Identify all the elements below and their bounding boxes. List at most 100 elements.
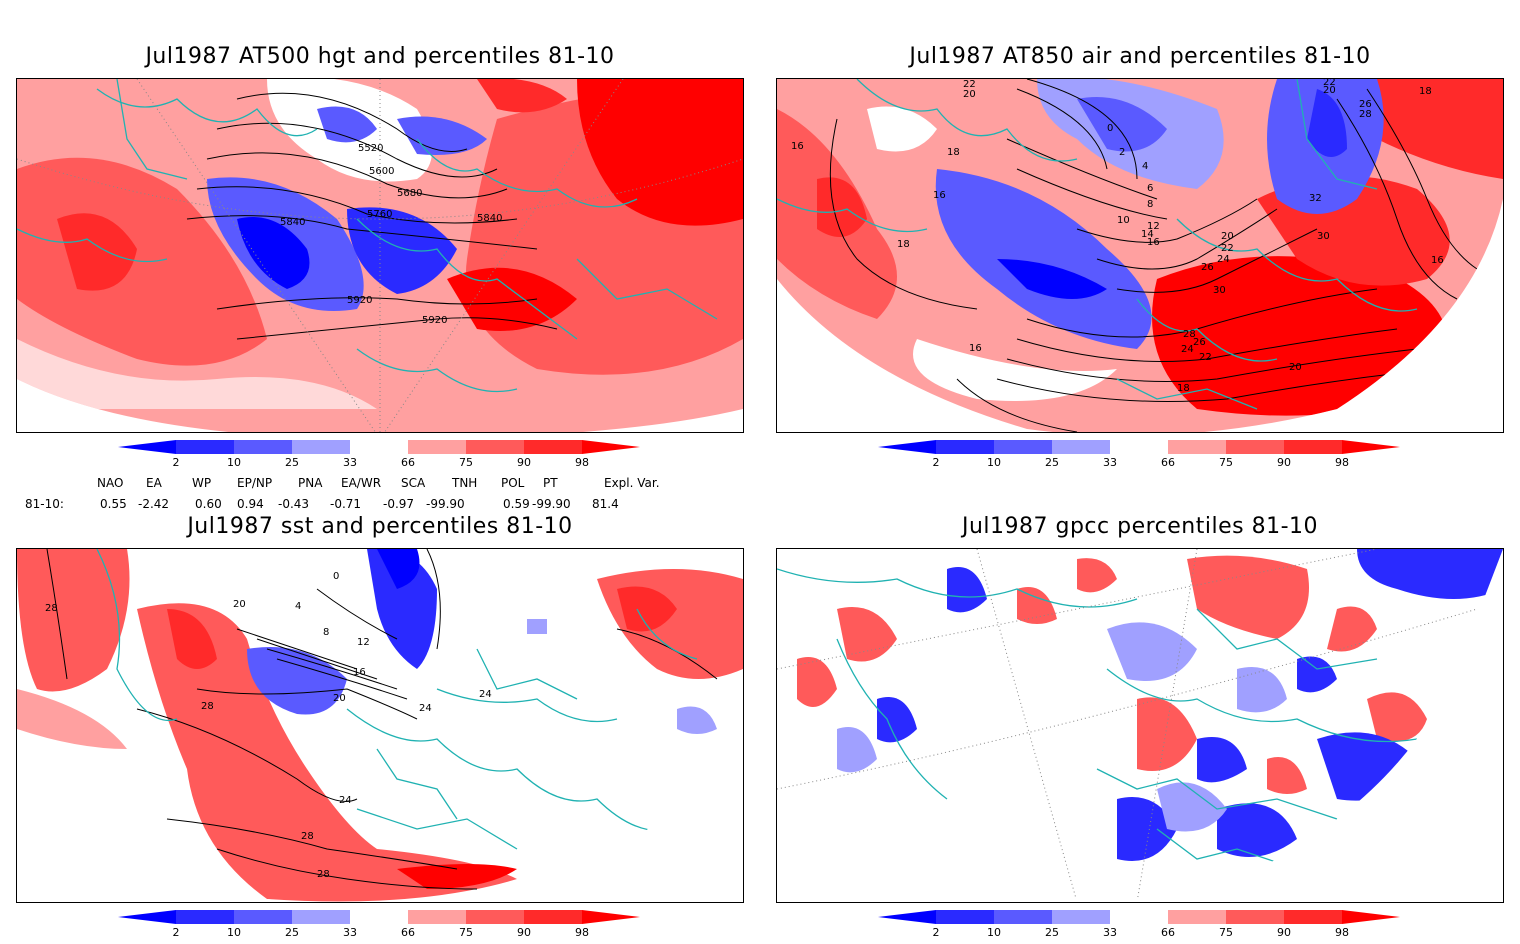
index-value: -0.71 [330, 497, 362, 511]
contour-label: 12 [357, 637, 370, 648]
contour-label: 16 [969, 343, 982, 354]
contour-label: 20 [1323, 85, 1336, 96]
contour-label: 16 [933, 190, 946, 201]
index-value: 0.94 [237, 497, 264, 511]
contour-label: 24 [479, 689, 492, 700]
contour-label: 24 [419, 703, 432, 714]
colorbar-tick-label: 90 [1277, 456, 1291, 469]
colorbar-bin [1226, 440, 1284, 454]
colorbar-tick-label: 75 [459, 456, 473, 469]
contour-label: 24 [1217, 254, 1230, 265]
index-value: -0.43 [278, 497, 310, 511]
panel-title-1: Jul1987 AT500 hgt and percentiles 81-10 [145, 44, 615, 69]
colorbar-tick-label: 25 [285, 456, 299, 469]
colorbar-tick-label: 33 [1103, 456, 1117, 469]
colorbar-bin [408, 440, 466, 454]
colorbar-tick-label: 90 [517, 926, 531, 939]
contour-label: 0 [333, 571, 339, 582]
colorbar-bin [936, 910, 994, 924]
colorbar-tick-label: 10 [987, 926, 1001, 939]
colorbar-bin [292, 910, 350, 924]
contour-label: 28 [1183, 329, 1196, 340]
colorbar-tick-label: 2 [933, 926, 940, 939]
index-value: -99.90 [426, 497, 465, 511]
contour-label: 8 [1147, 199, 1153, 210]
colorbar-tick-label: 75 [1219, 926, 1233, 939]
contour-label: 6 [1147, 183, 1153, 194]
contour-label: 32 [1309, 193, 1322, 204]
contour-label: 4 [1142, 161, 1148, 172]
contour-label: 30 [1317, 231, 1330, 242]
contour-label: 5920 [422, 315, 447, 326]
contour-label: 16 [353, 667, 366, 678]
colorbar-tick-label: 33 [1103, 926, 1117, 939]
colorbar-bin [1168, 910, 1226, 924]
index-value: 81.4 [592, 497, 619, 511]
contour-label: 20 [233, 599, 246, 610]
contour-label: 22 [963, 79, 976, 90]
colorbar-bin [408, 910, 466, 924]
colorbar-arrow-high [582, 440, 640, 454]
contour-label: 5920 [347, 295, 372, 306]
colorbar-tick-label: 90 [1277, 926, 1291, 939]
index-value: -99.90 [532, 497, 571, 511]
panel-title-2: Jul1987 AT850 air and percentiles 81-10 [909, 44, 1371, 69]
colorbar-tick-label: 66 [401, 456, 415, 469]
colorbar-tick-label: 33 [343, 456, 357, 469]
contour-label: 0 [1107, 123, 1113, 134]
index-header: EA/WR [341, 476, 382, 490]
contour-label: 28 [301, 831, 314, 842]
colorbar-tick-label: 98 [1335, 456, 1349, 469]
contour-label: 24 [339, 795, 352, 806]
colorbar-arrow-low [878, 440, 936, 454]
colorbar-bin [292, 440, 350, 454]
index-header: Expl. Var. [604, 476, 660, 490]
contour-label: 5840 [280, 217, 305, 228]
contour-label: 24 [1181, 344, 1194, 355]
colorbar-tick-label: 75 [459, 926, 473, 939]
contour-label: 18 [1419, 86, 1432, 97]
map-panel-sst: 28 20 4 0 8 12 16 20 24 24 24 28 28 28 [16, 548, 744, 903]
colorbar-tick-label: 90 [517, 456, 531, 469]
colorbar-bin [1284, 910, 1342, 924]
colorbar-arrow-low [118, 910, 176, 924]
colorbar-bin [1052, 910, 1110, 924]
contour-label: 12 [1147, 221, 1160, 232]
colorbar-tick-label: 25 [285, 926, 299, 939]
contour-label: 5680 [397, 188, 422, 199]
contour-label: 5520 [358, 143, 383, 154]
index-value: 0.60 [195, 497, 222, 511]
colorbar-bin [350, 440, 408, 454]
colorbar-tick-label: 10 [987, 456, 1001, 469]
contour-label: 22 [1323, 79, 1336, 88]
colorbar-tick-label: 2 [933, 456, 940, 469]
colorbar-tick-label: 98 [575, 926, 589, 939]
contour-label: 28 [1359, 109, 1372, 120]
colorbar-bin [1168, 440, 1226, 454]
colorbar-bin [1110, 440, 1168, 454]
contour-label: 5760 [367, 209, 392, 220]
index-header: NAO [97, 476, 124, 490]
panel-title-4: Jul1987 gpcc percentiles 81-10 [961, 514, 1319, 539]
colorbar-tick-label: 98 [575, 456, 589, 469]
colorbar-bin [176, 440, 234, 454]
index-header: PNA [298, 476, 323, 490]
colorbar-arrow-low [878, 910, 936, 924]
colorbar-4: 2 10 25 33 66 75 90 98 [878, 908, 1408, 944]
colorbar-tick-label: 25 [1045, 926, 1059, 939]
contour-label: 26 [1359, 99, 1372, 110]
contour-label: 18 [1177, 383, 1190, 394]
teleconnection-indices: NAO EA WP EP/NP PNA EA/WR SCA TNH POL PT… [0, 474, 760, 514]
colorbar-tick-label: 66 [1161, 456, 1175, 469]
colorbar-bin [1052, 440, 1110, 454]
index-header: EA [146, 476, 162, 490]
contour-label: 16 [791, 141, 804, 152]
colorbar-tick-label: 33 [343, 926, 357, 939]
contour-label: 8 [323, 627, 329, 638]
colorbar-bin [176, 910, 234, 924]
contour-label: 26 [1201, 262, 1214, 273]
contour-label: 2 [1119, 147, 1125, 158]
colorbar-bin [524, 910, 582, 924]
colorbar-bin [466, 910, 524, 924]
contour-label: 26 [1193, 337, 1206, 348]
